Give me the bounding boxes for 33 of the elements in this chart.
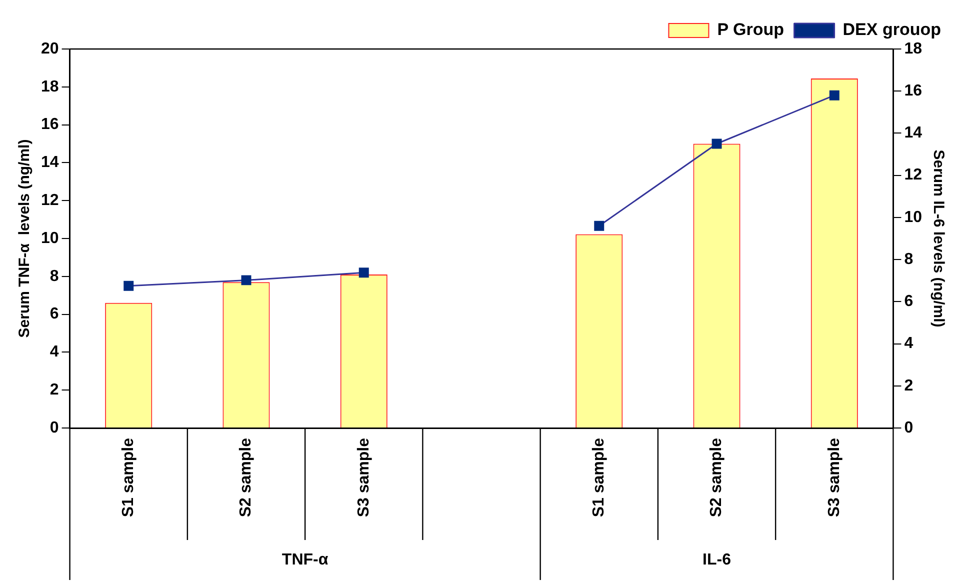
legend-label: DEX grouop xyxy=(842,20,942,40)
y2-tick-label: 8 xyxy=(904,250,914,268)
y-tick-label: 8 xyxy=(50,268,59,285)
y2-tick-label: 16 xyxy=(904,82,922,100)
y-tick-label: 6 xyxy=(50,306,59,323)
x-tick-label: S3 sample xyxy=(355,438,372,518)
y2-tick-label: 2 xyxy=(904,377,914,394)
y-tick-label: 14 xyxy=(41,154,59,172)
y2-tick-label: 12 xyxy=(904,166,922,184)
y-axis-title: Serum TNF-α levels (ng/ml) xyxy=(16,139,34,338)
x-tick-label: S2 sample xyxy=(708,438,726,518)
x-tick-label: S1 sample xyxy=(590,438,608,518)
x-tick-label: S3 sample xyxy=(826,438,843,518)
y-tick-label: 16 xyxy=(41,116,59,134)
y2-tick-label: 4 xyxy=(904,335,914,352)
y-tick-label: 2 xyxy=(50,382,59,399)
y-tick-label: 4 xyxy=(50,344,59,361)
text: IL-6 xyxy=(702,551,732,568)
text: TNF-α xyxy=(282,551,328,568)
y-tick-label: 10 xyxy=(41,230,59,247)
legend-label: P Group xyxy=(717,20,784,40)
y2-axis-title: Serum IL-6 levels (ng/ml) xyxy=(930,150,947,328)
y2-tick-label: 10 xyxy=(904,208,922,226)
y2-tick-label: 0 xyxy=(904,419,914,436)
y2-tick-label: 6 xyxy=(904,293,914,310)
y-tick-label: 12 xyxy=(41,192,59,210)
x-tick-label: S2 sample xyxy=(238,438,255,518)
x-tick-label: S1 sample xyxy=(120,438,138,518)
y2-tick-label: 18 xyxy=(904,40,922,58)
y-tick-label: 0 xyxy=(50,419,59,436)
y-tick-label: 18 xyxy=(41,78,59,96)
y-tick-label: 20 xyxy=(41,40,59,58)
y2-tick-label: 14 xyxy=(904,124,922,142)
